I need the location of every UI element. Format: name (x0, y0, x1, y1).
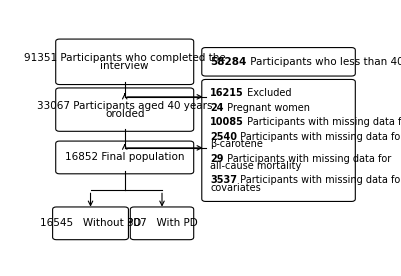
FancyBboxPatch shape (202, 79, 355, 201)
Text: all-cause mortality: all-cause mortality (210, 161, 302, 171)
FancyBboxPatch shape (130, 207, 194, 240)
Text: orolded: orolded (105, 108, 144, 118)
Text: 307   With PD: 307 With PD (127, 218, 197, 228)
Text: Participants with missing data for: Participants with missing data for (224, 154, 391, 164)
FancyBboxPatch shape (56, 39, 194, 84)
Text: 16852 Final population: 16852 Final population (65, 152, 184, 163)
FancyBboxPatch shape (56, 88, 194, 131)
Text: 58284: 58284 (210, 57, 247, 67)
Text: Participants with missing data for: Participants with missing data for (237, 132, 401, 142)
Text: Participants with missing data for PD: Participants with missing data for PD (244, 117, 401, 127)
Text: Pregnant women: Pregnant women (224, 103, 310, 113)
Text: Excluded: Excluded (244, 88, 292, 98)
Text: 16215: 16215 (210, 88, 244, 98)
Text: 29: 29 (210, 154, 224, 164)
Text: 2540: 2540 (210, 132, 237, 142)
Text: 33067 Participants aged 40 years: 33067 Participants aged 40 years (37, 101, 213, 111)
FancyBboxPatch shape (53, 207, 128, 240)
Text: Participants with missing data for: Participants with missing data for (237, 176, 401, 185)
Text: interview: interview (101, 61, 149, 71)
FancyBboxPatch shape (202, 47, 355, 76)
Text: 3537: 3537 (210, 176, 237, 185)
Text: β-carotene: β-carotene (210, 139, 263, 149)
Text: 16545   Without PD: 16545 Without PD (40, 218, 141, 228)
Text: Participants who less than 40 years old: Participants who less than 40 years old (247, 57, 401, 67)
Text: covariates: covariates (210, 183, 261, 193)
FancyBboxPatch shape (56, 141, 194, 174)
Text: 91351 Participants who completed the: 91351 Participants who completed the (24, 53, 226, 63)
Text: 24: 24 (210, 103, 224, 113)
Text: 10085: 10085 (210, 117, 244, 127)
